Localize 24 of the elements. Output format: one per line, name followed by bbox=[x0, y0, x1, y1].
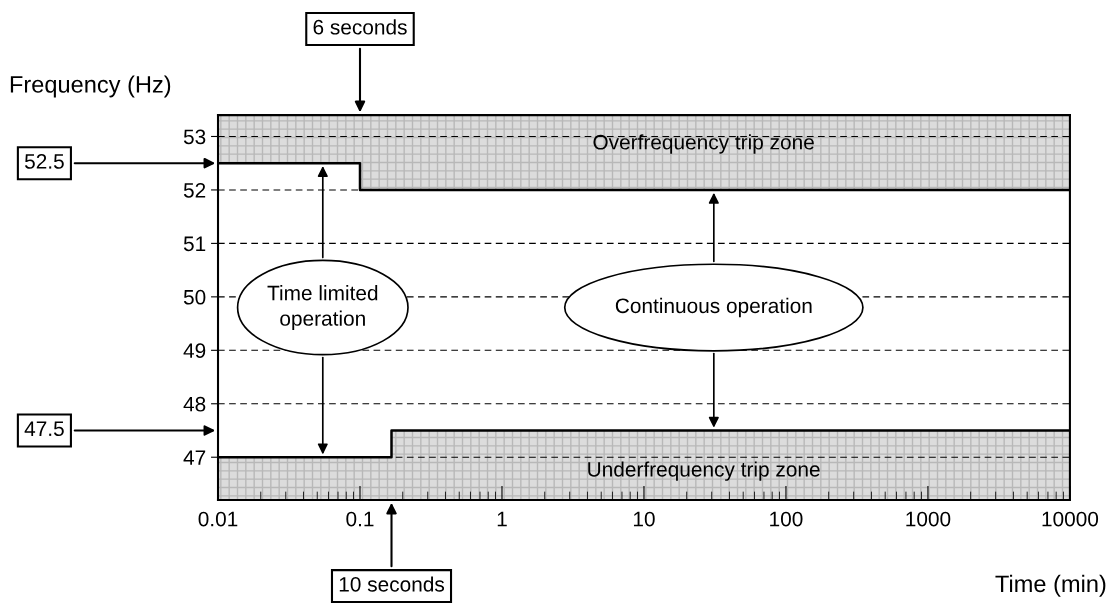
y-axis-title: Frequency (Hz) bbox=[10, 75, 171, 98]
x-tick-label: 0.1 bbox=[346, 511, 374, 527]
text: 10 seconds bbox=[339, 576, 445, 592]
x-tick-label: 100 bbox=[770, 511, 803, 527]
x-tick-label: 1000 bbox=[906, 511, 951, 527]
y-tick-label: 49 bbox=[183, 343, 206, 359]
y-tick-label: 51 bbox=[183, 236, 206, 252]
annotation: Continuous operation bbox=[615, 297, 812, 318]
text: 6 seconds bbox=[313, 19, 407, 35]
y-tick-label: 50 bbox=[183, 289, 206, 305]
y-tick-label: 52 bbox=[183, 182, 206, 198]
annotation: Overfrequency trip zone bbox=[593, 134, 814, 154]
annotation: Underfrequency trip zone bbox=[588, 461, 820, 481]
y-tick-label: 47 bbox=[183, 450, 206, 465]
annotation: Time limited operation bbox=[267, 285, 378, 330]
x-tick-label: 10 bbox=[633, 511, 655, 527]
y-tick-label: 48 bbox=[183, 396, 206, 412]
text: 52.5 bbox=[24, 154, 64, 169]
text: 47.5 bbox=[24, 421, 64, 437]
x-axis-title: Time (min) bbox=[995, 574, 1106, 597]
x-tick-label: 0.01 bbox=[198, 511, 238, 527]
x-tick-label: 1 bbox=[497, 511, 507, 527]
y-tick-label: 53 bbox=[183, 129, 206, 145]
x-tick-label: 10000 bbox=[1042, 511, 1099, 527]
